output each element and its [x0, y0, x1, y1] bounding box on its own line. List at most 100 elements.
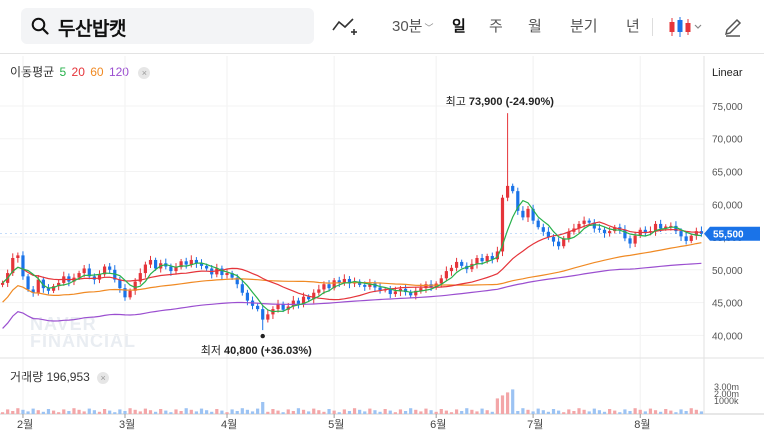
candle-body: [470, 263, 474, 270]
volume-bar: [31, 408, 35, 414]
candle-body: [77, 273, 81, 278]
interval-select[interactable]: 30분 ﹀: [392, 15, 434, 39]
volume-bar: [546, 411, 551, 414]
tab-quarter[interactable]: 분기: [570, 18, 598, 35]
candle-body: [332, 280, 336, 289]
volume-bar: [480, 408, 484, 414]
volume-bar: [87, 408, 91, 414]
volume-bar: [322, 411, 326, 414]
candle-body: [118, 279, 122, 289]
candle-body: [41, 279, 45, 289]
candle-body: [11, 257, 15, 274]
candle-body: [230, 273, 234, 278]
volume-bar: [199, 408, 204, 414]
candle-body: [352, 281, 357, 284]
x-tick-label: 5월: [328, 418, 344, 431]
volume-bar: [26, 411, 30, 414]
candle-body: [92, 276, 96, 280]
tab-year[interactable]: 년: [626, 18, 640, 35]
volume-bar: [118, 409, 122, 414]
volume-bar: [62, 409, 66, 414]
candle-body: [327, 284, 331, 289]
candle-body: [602, 229, 607, 234]
current-price-label: 55,500: [713, 230, 744, 241]
volume-bar: [409, 408, 413, 414]
volume-legend-text: 거래량 196,953: [10, 370, 90, 384]
volume-bar: [108, 410, 112, 414]
candle-body: [159, 263, 163, 269]
volume-bar: [291, 411, 295, 414]
volume-bar: [332, 410, 336, 414]
candle-body: [108, 266, 112, 270]
candle-body: [174, 267, 178, 272]
candle-body: [557, 241, 561, 247]
drawing-pen-icon[interactable]: [722, 16, 744, 38]
add-indicator-icon[interactable]: [332, 16, 358, 38]
x-tick-label: 7월: [527, 418, 543, 431]
candle-body: [526, 208, 530, 218]
volume-bar: [261, 402, 265, 414]
close-icon[interactable]: ×: [97, 372, 110, 384]
candle-body: [82, 268, 86, 274]
candle-body: [403, 288, 408, 293]
volume-bar: [189, 409, 193, 414]
candle-type-icon[interactable]: [666, 15, 704, 39]
tab-week[interactable]: 주: [489, 18, 503, 35]
candle-body: [113, 269, 117, 280]
candle-body: [143, 264, 147, 274]
tab-day[interactable]: 일: [452, 18, 466, 35]
candle-body: [72, 277, 76, 282]
x-tick-label: 3월: [119, 418, 135, 431]
candle-body: [301, 296, 306, 304]
volume-bar: [623, 409, 627, 414]
candle-body: [541, 227, 545, 232]
volume-bar: [664, 409, 668, 414]
candle-body: [592, 222, 596, 229]
candle-body: [317, 289, 321, 293]
volume-bar: [699, 411, 704, 414]
close-icon[interactable]: ×: [138, 67, 151, 79]
candle-body: [179, 261, 183, 268]
candle-body: [505, 185, 510, 198]
candle-body: [669, 225, 673, 227]
candle-body: [266, 314, 270, 320]
volume-bar: [393, 412, 397, 414]
volume-bar: [577, 408, 581, 414]
candle-body: [358, 281, 362, 285]
volume-bar: [113, 412, 117, 414]
y-tick-label: 45,000: [712, 299, 743, 310]
volume-bar: [516, 411, 520, 414]
volume-bar: [669, 410, 673, 414]
volume-bar: [648, 408, 653, 414]
scale-mode-button[interactable]: Linear: [712, 67, 743, 79]
candle-body: [597, 228, 602, 230]
volume-bar: [419, 411, 423, 414]
chevron-down-icon: ﹀: [424, 23, 434, 33]
volume-bar: [363, 411, 367, 414]
volume-bar: [572, 411, 576, 414]
volume-bar: [434, 411, 438, 414]
watermark-logo: NAVER FINANCIAL: [30, 314, 136, 351]
volume-bar: [557, 410, 561, 414]
volume-bar: [347, 411, 352, 414]
stock-name[interactable]: 두산밥캣: [58, 19, 126, 40]
volume-bar: [138, 411, 142, 414]
volume-bar: [500, 395, 505, 414]
volume-bar: [312, 408, 316, 414]
candle-body: [67, 276, 71, 282]
tab-month[interactable]: 월: [528, 18, 542, 35]
high-annotation: 최고 73,900 (-24.90%): [446, 95, 555, 108]
volume-bar: [460, 411, 464, 414]
candle-body: [460, 261, 464, 266]
volume-bar: [164, 410, 168, 414]
y-tick-label: 60,000: [712, 200, 743, 211]
volume-bar: [618, 412, 622, 414]
volume-bar: [653, 410, 658, 414]
candle-body: [51, 286, 56, 291]
candle-body: [562, 238, 566, 247]
candle-body: [449, 267, 454, 272]
volume-bar: [143, 408, 147, 414]
candle-body: [653, 223, 658, 232]
stock-search-box[interactable]: 두산밥캣: [21, 8, 314, 44]
candle-body: [97, 274, 102, 280]
